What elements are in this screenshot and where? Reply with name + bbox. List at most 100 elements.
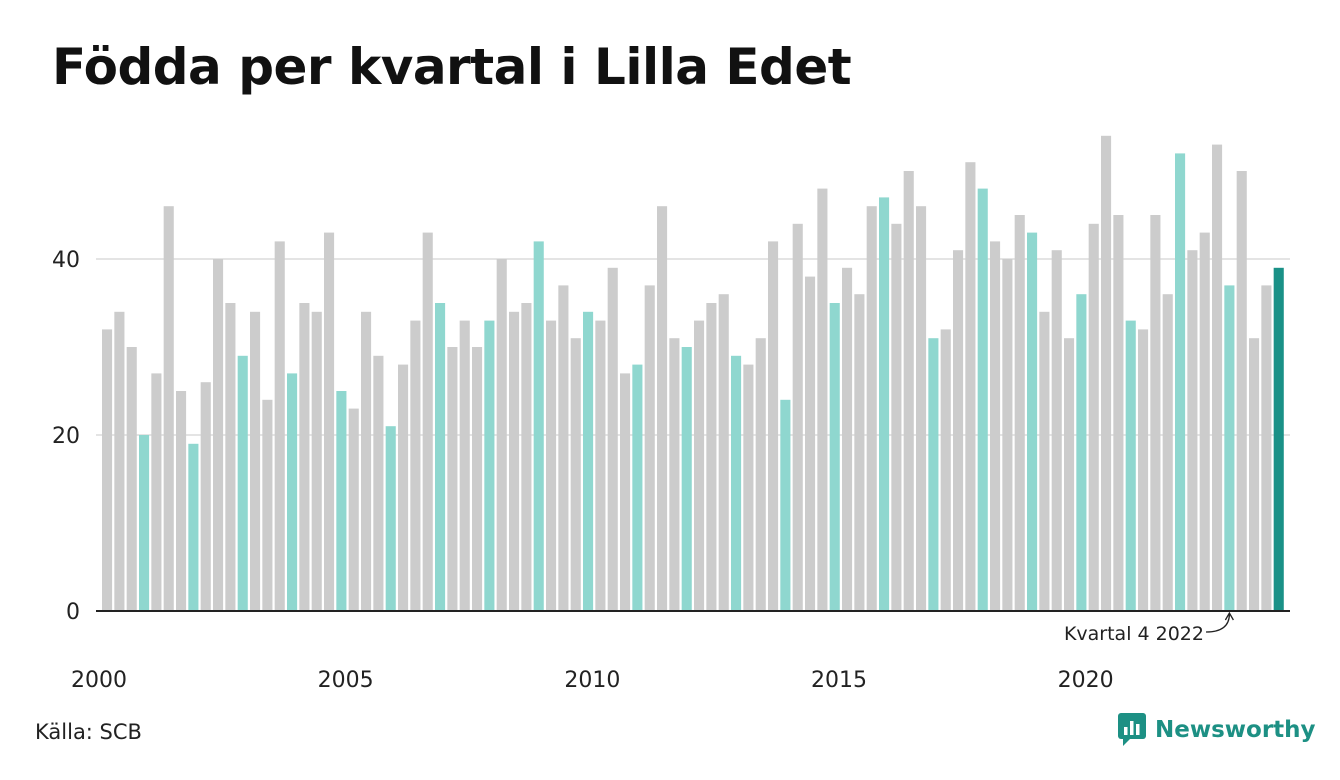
bar <box>1162 294 1173 611</box>
bar <box>1027 232 1038 611</box>
newsworthy-logo-icon <box>1118 713 1146 746</box>
y-tick-label: 40 <box>52 248 80 273</box>
bar <box>102 329 113 611</box>
bar <box>1150 215 1161 611</box>
bar <box>669 338 680 611</box>
bar <box>1224 285 1235 611</box>
bar <box>1101 135 1112 612</box>
bar <box>718 294 729 611</box>
bar <box>361 311 372 611</box>
bar <box>768 241 779 611</box>
bar <box>632 364 643 611</box>
bar <box>274 241 285 611</box>
bar <box>817 188 828 611</box>
bar <box>1212 144 1223 611</box>
bar <box>1051 250 1062 611</box>
bar <box>1175 153 1186 611</box>
bar <box>829 303 840 611</box>
bar <box>570 338 581 611</box>
annotation-arrow <box>1205 613 1231 633</box>
bar <box>1261 285 1272 611</box>
bar <box>262 399 273 611</box>
bar <box>114 311 125 611</box>
bar <box>200 382 211 611</box>
axes: 0 20 40 2000 2005 2010 2015 2020 <box>52 248 1290 693</box>
bar <box>1138 329 1149 611</box>
bar <box>398 364 409 611</box>
y-tick-label: 0 <box>66 600 80 625</box>
bar <box>422 232 433 611</box>
bar <box>965 162 976 611</box>
bar <box>151 373 162 611</box>
bar <box>373 355 384 611</box>
bar <box>953 250 964 611</box>
x-tick-label: 2005 <box>318 668 374 693</box>
bar <box>213 259 224 611</box>
logo-text: Newsworthy <box>1155 717 1316 743</box>
bar <box>866 206 877 611</box>
bar <box>163 206 174 611</box>
bar <box>990 241 1001 611</box>
x-tick-label: 2015 <box>811 668 867 693</box>
bar <box>940 329 951 611</box>
bar <box>842 267 853 611</box>
bar <box>176 391 187 611</box>
bar <box>385 426 396 611</box>
bar <box>1199 232 1210 611</box>
chart-title: Födda per kvartal i Lilla Edet <box>52 38 852 96</box>
bar <box>546 320 557 611</box>
bar <box>1113 215 1124 611</box>
bar <box>459 320 470 611</box>
bar <box>311 311 322 611</box>
bar <box>237 355 248 611</box>
bar <box>287 373 298 611</box>
bar <box>126 347 137 611</box>
x-tick-label: 2000 <box>71 668 127 693</box>
bar <box>928 338 939 611</box>
bar <box>755 338 766 611</box>
bar <box>410 320 421 611</box>
annotation-arrowhead <box>1224 611 1234 621</box>
bar <box>435 303 446 611</box>
bar <box>706 303 717 611</box>
bar <box>1088 223 1099 612</box>
bar <box>583 311 594 611</box>
bar <box>558 285 569 611</box>
bar <box>607 267 618 611</box>
bar <box>595 320 606 611</box>
bar <box>1002 259 1013 611</box>
bar <box>1014 215 1025 611</box>
bar <box>1249 338 1260 611</box>
bar <box>903 171 914 611</box>
bar <box>533 241 544 611</box>
bar <box>891 223 902 612</box>
bar <box>681 347 692 611</box>
bar <box>879 197 890 611</box>
bar <box>620 373 631 611</box>
bar <box>916 206 927 611</box>
bar <box>657 206 668 611</box>
y-tick-label: 20 <box>52 424 80 449</box>
bar <box>731 355 742 611</box>
x-tick-label: 2010 <box>564 668 620 693</box>
bar <box>496 259 507 611</box>
bar <box>348 408 359 611</box>
bar-latest <box>1273 267 1284 611</box>
bar <box>188 443 199 611</box>
newsworthy-logo[interactable]: Newsworthy <box>1117 712 1316 748</box>
bar <box>694 320 705 611</box>
bar <box>521 303 532 611</box>
x-tick-label: 2020 <box>1058 668 1114 693</box>
bar <box>644 285 655 611</box>
bar <box>472 347 483 611</box>
annotation-label: Kvartal 4 2022 <box>1064 623 1204 645</box>
source-label: Källa: SCB <box>35 720 142 744</box>
bar <box>1187 250 1198 611</box>
bar <box>1125 320 1136 611</box>
bar <box>447 347 458 611</box>
bar <box>1236 171 1247 611</box>
bar <box>484 320 495 611</box>
bars <box>102 135 1284 612</box>
bar <box>1064 338 1075 611</box>
